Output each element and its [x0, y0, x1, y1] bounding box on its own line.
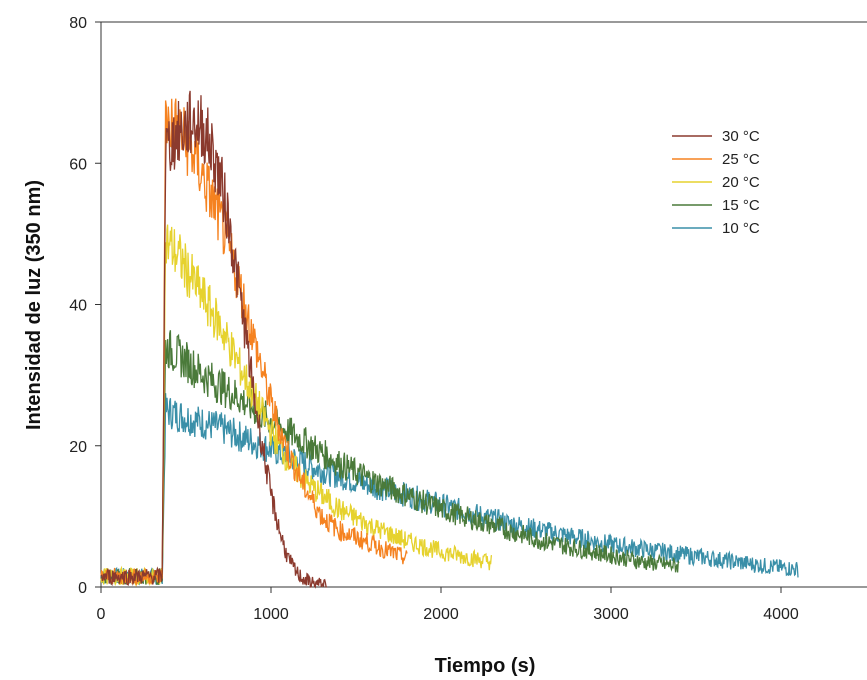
series-line-2 [100, 224, 493, 587]
legend: 30 °C 25 °C 20 °C 15 °C 10 °C [672, 128, 760, 237]
x-tick-label-1: 1000 [253, 606, 289, 623]
series-line-3 [100, 330, 680, 586]
y-tick-label-1: 20 [69, 439, 87, 456]
series-line-1 [100, 98, 408, 587]
x-axis-title: Tiempo (s) [435, 655, 536, 677]
series-line-4 [100, 393, 799, 586]
legend-label-0: 30 °C [722, 128, 760, 145]
y-tick-label-3: 60 [69, 156, 87, 173]
x-tick-label-0: 0 [97, 606, 106, 623]
x-tick-label-3: 3000 [593, 606, 629, 623]
legend-label-3: 15 °C [722, 197, 760, 214]
x-tick-label-4: 4000 [763, 606, 799, 623]
legend-label-4: 10 °C [722, 220, 760, 237]
y-tick-label-2: 40 [69, 298, 87, 315]
legend-label-1: 25 °C [722, 151, 760, 168]
y-axis-title: Intensidad de luz (350 nm) [23, 180, 45, 430]
ticks-layer: 0 1000 2000 3000 4000 0 20 40 60 80 [69, 15, 799, 623]
legend-label-2: 20 °C [722, 174, 760, 191]
series-layer [100, 90, 799, 589]
series-line-0 [100, 90, 327, 589]
y-tick-label-0: 0 [78, 580, 87, 597]
x-tick-label-2: 2000 [423, 606, 459, 623]
y-tick-label-4: 80 [69, 15, 87, 32]
